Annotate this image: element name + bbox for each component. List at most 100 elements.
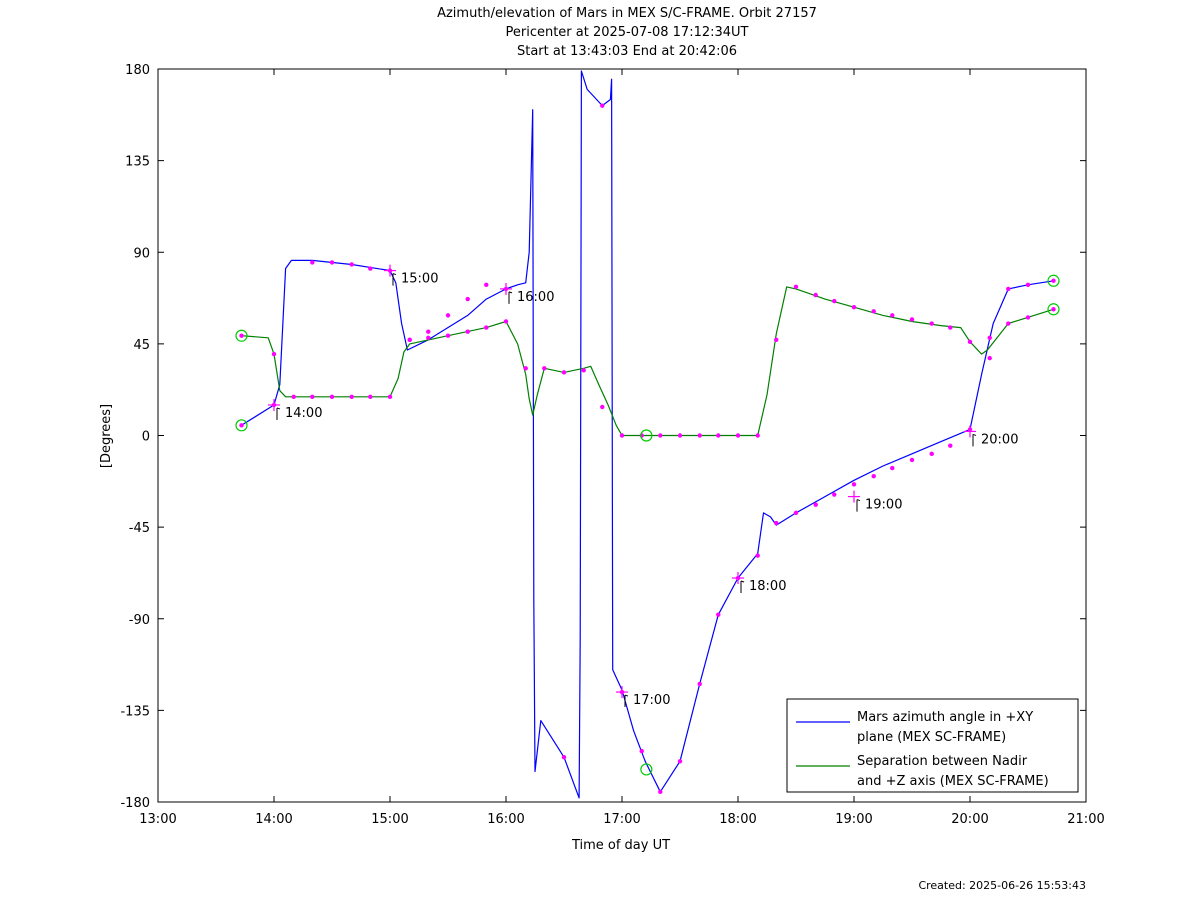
data-point (948, 443, 953, 448)
hour-label: 20:00 (981, 432, 1018, 447)
hour-label: 17:00 (633, 693, 670, 708)
hour-pointer (972, 433, 977, 436)
hour-pointer (856, 499, 861, 502)
series-line-separation (241, 286, 1054, 437)
y-tick-label: -45 (129, 521, 150, 536)
hour-label: 15:00 (401, 272, 438, 287)
data-point (639, 748, 644, 754)
legend-label-separation-line-1: Separation between Nadir (857, 754, 1028, 769)
y-axis-label: [Degrees] (99, 404, 114, 468)
hour-label: 19:00 (865, 498, 902, 513)
hour-label: 14:00 (285, 406, 322, 421)
data-point (271, 351, 277, 357)
data-point (871, 309, 876, 314)
data-point (716, 612, 721, 617)
data-point (349, 394, 354, 400)
legend-label-azimuth-line-1: Mars azimuth angle in +XY (857, 710, 1033, 725)
data-point (310, 394, 315, 400)
endpoint-circle (235, 419, 248, 432)
y-axis-ticks: 180 135 90 45 0 -45 -90 -135 -180 (120, 63, 1086, 811)
data-point (832, 298, 837, 304)
data-point (329, 260, 335, 265)
data-point (967, 339, 973, 345)
plot-area: 13:00 14:00 15:00 16:00 17:00 18:00 19:00 20:00… (120, 63, 1104, 827)
data-point (871, 474, 876, 479)
data-point (909, 317, 915, 322)
data-point (465, 296, 470, 302)
pericenter-circle (640, 763, 653, 776)
hour-annotations: 14:00 15:00 16:00 17:00 18:00 19:00 20:00 (268, 264, 1018, 708)
x-tick-label: 13:00 (139, 812, 176, 827)
hour-pointer (508, 291, 513, 294)
data-point (561, 755, 567, 760)
data-point (581, 368, 586, 373)
data-point (639, 433, 644, 438)
data-point (310, 260, 315, 265)
x-tick-label: 14:00 (255, 812, 292, 827)
data-point (407, 337, 412, 343)
created-timestamp: Created: 2025-06-26 15:53:43 (918, 879, 1086, 892)
legend-label-azimuth-line-2: plane (MEX SC-FRAME) (857, 730, 1006, 745)
data-point (1025, 315, 1031, 320)
data-point (929, 451, 934, 457)
data-point (1006, 286, 1011, 292)
x-tick-label: 18:00 (719, 812, 756, 827)
x-tick-label: 16:00 (487, 812, 524, 827)
data-point (619, 433, 625, 438)
hour-pointer (740, 580, 745, 583)
y-tick-label: 180 (125, 63, 150, 78)
endpoint-circle (1047, 274, 1060, 287)
data-point (1006, 321, 1011, 326)
data-point (484, 282, 489, 288)
y-tick-label: 90 (133, 246, 150, 261)
data-point (987, 335, 992, 340)
data-point (774, 520, 779, 526)
data-point (600, 404, 605, 410)
data-point (445, 313, 451, 318)
title-line-1: Azimuth/elevation of Mars in MEX S/C-FRA… (437, 6, 817, 21)
data-point (291, 394, 296, 400)
pericenter-circle (640, 429, 653, 442)
data-point (484, 325, 489, 330)
data-point (774, 337, 779, 343)
data-point (1025, 282, 1031, 288)
y-tick-label: 45 (133, 338, 150, 353)
data-point (349, 262, 354, 267)
data-point (697, 433, 702, 438)
data-point (793, 284, 799, 290)
data-point (832, 492, 837, 497)
x-tick-label: 15:00 (371, 812, 408, 827)
data-point (813, 292, 818, 298)
data-point (387, 394, 393, 400)
data-point (813, 502, 818, 507)
data-point (948, 325, 953, 330)
data-point (793, 510, 799, 516)
data-point (368, 394, 373, 400)
hour-pointer (276, 407, 281, 410)
title-line-3: Start at 13:43:03 End at 20:42:06 (517, 44, 737, 59)
data-point (890, 465, 895, 471)
endpoint-circle (1047, 303, 1060, 316)
data-point (503, 319, 509, 324)
data-point (697, 681, 702, 687)
x-tick-label: 21:00 (1067, 812, 1104, 827)
data-point (368, 266, 373, 271)
data-point (851, 482, 857, 487)
y-tick-label: 135 (125, 155, 150, 170)
data-point (239, 333, 244, 338)
data-point (851, 305, 857, 310)
data-point (542, 366, 547, 371)
legend: Mars azimuth angle in +XY plane (MEX SC-… (786, 698, 1079, 793)
data-point (561, 370, 567, 375)
x-axis-ticks: 13:00 14:00 15:00 16:00 17:00 18:00 19:00 20:00… (139, 69, 1105, 827)
data-point (716, 433, 721, 438)
y-tick-label: 0 (142, 430, 150, 445)
legend-box (786, 698, 1079, 793)
hour-label: 16:00 (517, 290, 554, 305)
data-point (987, 355, 992, 361)
hour-label: 18:00 (749, 579, 786, 594)
x-tick-label: 17:00 (603, 812, 640, 827)
data-point (677, 433, 683, 438)
title: Azimuth/elevation of Mars in MEX S/C-FRA… (437, 6, 817, 59)
title-line-2: Pericenter at 2025-07-08 17:12:34UT (505, 25, 748, 40)
